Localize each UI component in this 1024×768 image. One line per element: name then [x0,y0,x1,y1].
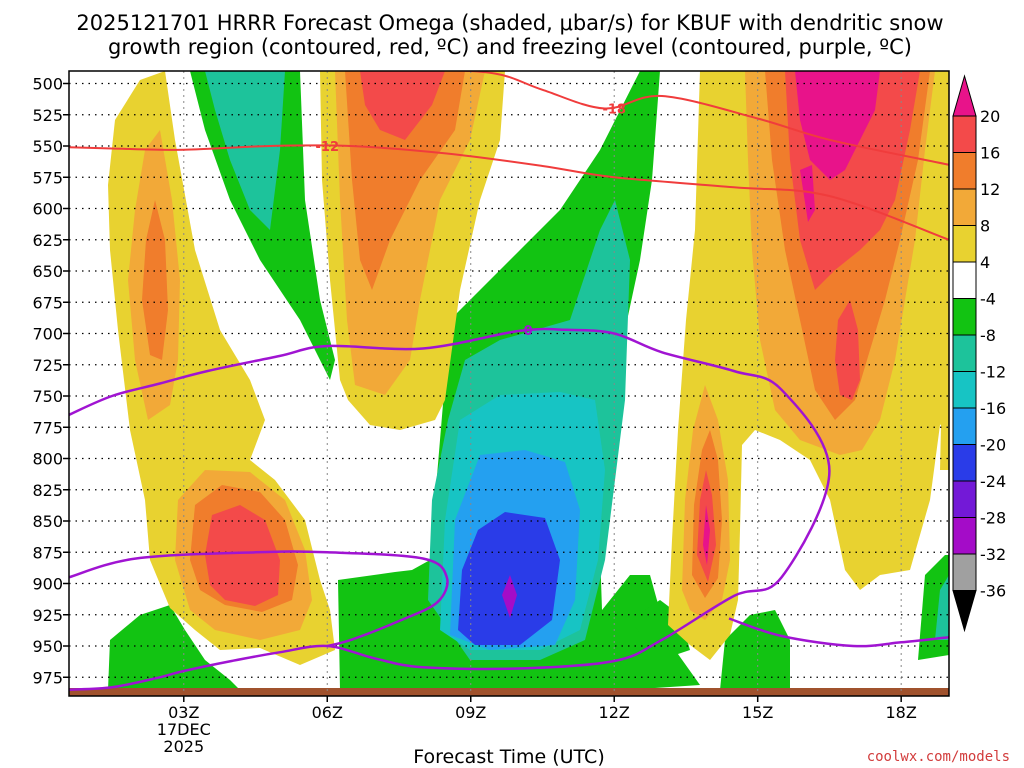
colorbar-label-11: -28 [980,509,1006,528]
colorbar-bin-2 [952,152,977,190]
plot-frame [68,70,950,697]
colorbar-label-5: -4 [980,290,996,309]
colorbar-label-1: 16 [980,144,1000,163]
subsidence-early-red-core [205,505,280,606]
y-tick-label-625: 625 [32,231,63,250]
y-tick-label-925: 925 [32,606,63,625]
colorbar-label-0: 20 [980,107,1000,126]
y-tick-label-550: 550 [32,137,63,156]
colorbar-bin-12 [952,517,977,555]
y-tick-label-850: 850 [32,512,63,531]
x-axis-label: Forecast Time (UTC) [413,746,604,768]
colorbar-label-2: 12 [980,180,1000,199]
ascent-early-left-aloft-inner [205,71,285,230]
y-tick-label-875: 875 [32,543,63,562]
colorbar-label-3: 8 [980,217,990,236]
y-axis: 500 525 550 575 600 625 650 675 700 725 750 775 800 8… [32,75,69,687]
dendritic-contour-1 [430,71,949,166]
subsidence-14z-magenta [703,505,710,565]
freezing-level-contour-0 [69,327,831,692]
x-tick-label-12Z: 12Z [599,703,630,722]
ascent-right-edge-inner [935,575,949,640]
colorbar-label-4: 4 [980,253,990,272]
credit-text: coolwx.com/models [867,749,1010,765]
freezing-level-contour-label-0: 0 [524,324,533,339]
dendritic-contour-0 [69,144,949,241]
colorbar-bin-3 [952,188,977,226]
subsidence-07z-orange [345,71,465,290]
subsidence-16z-magenta-secondary [800,165,815,222]
colorbar-bin-1 [952,115,977,153]
colorbar-label-13: -36 [980,582,1006,601]
subsidence-07z-red [360,71,445,140]
x-tick-label-09Z: 09Z [455,703,486,722]
colorbar: 20 16 12 8 4 -4 -8 -12 -16 -20 -24 -28 -32 -36 [952,74,1006,633]
colorbar-label-9: -20 [980,436,1006,455]
x-tick-date-03Z: 17DEC [157,720,211,739]
dendritic-contour-label-1: -18 [602,103,626,118]
colorbar-label-7: -12 [980,363,1006,382]
colorbar-bin-8 [952,371,977,409]
contour-lines: -12 -18 0 [69,71,949,692]
omega-ascent-regions [108,71,949,690]
freezing-level-contour-2 [728,617,949,648]
colorbar-bin-6 [952,298,977,336]
subsidence-right-edge-yellow [940,365,949,470]
y-tick-label-600: 600 [32,200,63,219]
colorbar-bin-11 [952,480,977,518]
chart-title-line1: 2025121701 HRRR Forecast Omega (shaded, … [76,11,943,35]
x-tick-year-03Z: 2025 [163,737,204,756]
colorbar-bin-13 [952,553,977,591]
y-tick-label-950: 950 [32,637,63,656]
colorbar-bin-5 [952,261,977,299]
ascent-core-purple [502,575,517,618]
y-tick-label-825: 825 [32,481,63,500]
colorbar-bin-10 [952,444,977,482]
y-tick-label-975: 975 [32,668,63,687]
x-tick-label-18Z: 18Z [886,703,917,722]
subsidence-16z-red-mid [835,300,860,400]
x-tick-label-06Z: 06Z [312,703,343,722]
y-tick-label-500: 500 [32,75,63,94]
colorbar-arrow-bottom [952,590,977,633]
y-tick-label-700: 700 [32,325,63,344]
freezing-level-contour-1 [69,550,449,648]
temperature-contours: -12 -18 0 [69,71,949,692]
y-tick-label-750: 750 [32,387,63,406]
omega-shading [69,71,949,696]
y-tick-label-525: 525 [32,106,63,125]
ascent-near-surface-right [720,610,790,690]
x-tick-label-15Z: 15Z [742,703,773,722]
x-tick-label-03Z: 03Z [168,703,199,722]
dendritic-contour-label-0: -12 [316,140,340,155]
chart-title-line2: growth region (contoured, red, ºC) and f… [108,35,912,59]
colorbar-label-12: -32 [980,545,1006,564]
y-tick-label-650: 650 [32,262,63,281]
colorbar-bin-9 [952,407,977,445]
colorbar-bin-7 [952,334,977,372]
ground-surface [69,688,949,696]
y-tick-label-725: 725 [32,356,63,375]
gridlines [69,71,949,696]
y-tick-label-775: 775 [32,418,63,437]
colorbar-label-6: -8 [980,326,996,345]
colorbar-bin-4 [952,225,977,263]
y-tick-label-575: 575 [32,168,63,187]
y-tick-label-675: 675 [32,293,63,312]
ascent-near-surface-left [108,605,240,690]
colorbar-arrow-top [952,74,977,117]
y-tick-label-800: 800 [32,450,63,469]
y-tick-label-900: 900 [32,575,63,594]
colorbar-label-8: -16 [980,399,1006,418]
subsidence-16z-magenta [795,71,880,180]
colorbar-label-10: -24 [980,472,1006,491]
